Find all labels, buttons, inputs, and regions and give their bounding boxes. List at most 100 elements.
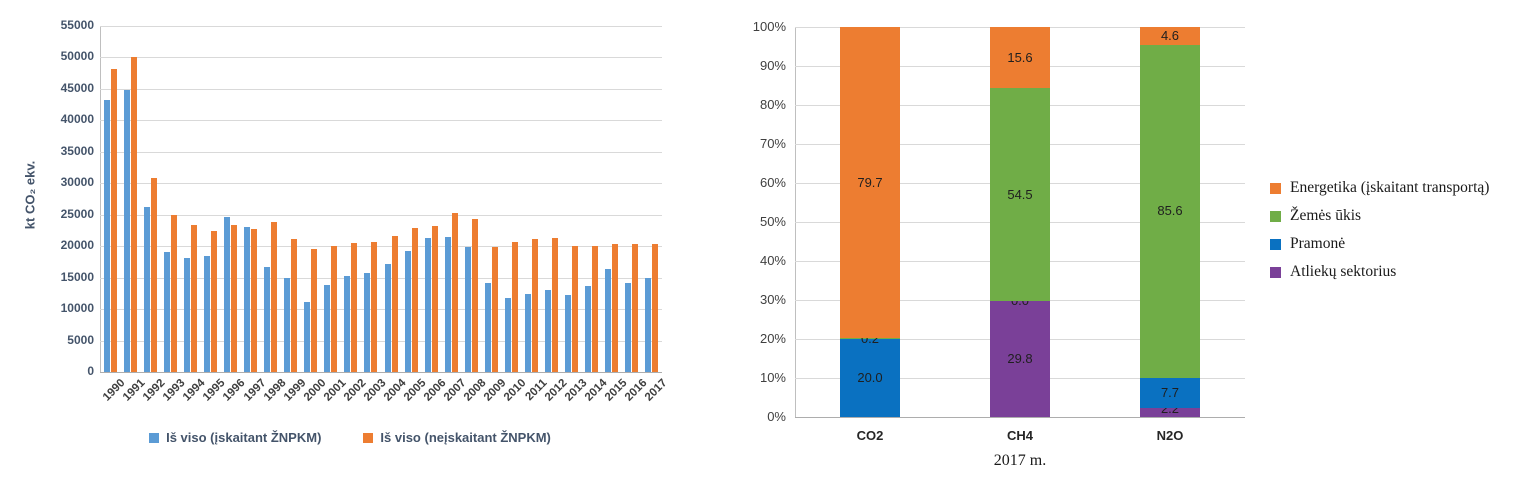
legend-swatch-icon <box>363 432 374 443</box>
y-tick-50%: 50% <box>759 214 786 229</box>
segment-label-CO2-Energetika (įskaitant transportą): 79.7 <box>857 174 883 190</box>
bar-2010-s0 <box>504 298 511 372</box>
bar-2008-s0 <box>464 246 471 372</box>
y-tick-100%: 100% <box>752 19 786 34</box>
segment-label-N2O-Žemės ūkis: 85.6 <box>1157 203 1183 219</box>
gridline-25000 <box>100 214 662 216</box>
gridline-20000 <box>100 246 662 248</box>
segment-CH4-Atliekų sektorius <box>990 300 1050 417</box>
y-tick-0%: 0% <box>767 409 786 424</box>
bar-2005-s1 <box>411 227 418 372</box>
category-label-N2O: N2O <box>1156 428 1184 443</box>
bar-2006-s0 <box>424 238 431 372</box>
y-tick-20000: 20000 <box>60 238 94 253</box>
bar-2017-s1 <box>652 243 659 372</box>
bar-2013-s1 <box>572 246 579 372</box>
sector-share-chart: 0.020.00.279.729.80.054.515.62.27.785.64… <box>700 0 1526 486</box>
y-tick-30000: 30000 <box>60 175 94 190</box>
bar-1996-s0 <box>223 217 230 372</box>
bar-2007-s0 <box>444 236 451 372</box>
bar-1991-s1 <box>130 56 137 372</box>
gridline-0 <box>100 372 662 373</box>
bar-1998-s1 <box>271 221 278 372</box>
y-tick-60%: 60% <box>759 175 786 190</box>
category-label-CH4: CH4 <box>1006 428 1033 443</box>
gridline-35000 <box>100 151 662 153</box>
bar-1993-s0 <box>163 252 170 372</box>
segment-label-CH4-Atliekų sektorius: 29.8 <box>1007 350 1033 366</box>
legend-label: Iš viso (įskaitant ŽNPKM) <box>166 430 322 445</box>
legend-item-1: Žemės ūkis <box>1270 207 1489 225</box>
y-tick-35000: 35000 <box>60 143 94 158</box>
y-tick-80%: 80% <box>759 97 786 112</box>
bar-2000-s1 <box>311 249 318 372</box>
segment-CO2-Žemės ūkis <box>840 338 900 339</box>
gridline-15000 <box>100 277 662 279</box>
left-y-axis-line <box>100 26 101 372</box>
legend-label: Energetika (įskaitant transportą) <box>1290 179 1490 196</box>
segment-label-CO2-Pramonė: 20.0 <box>857 370 883 385</box>
y-tick-50000: 50000 <box>60 49 94 64</box>
bar-2010-s1 <box>511 241 518 372</box>
bar-2017-s0 <box>645 277 652 372</box>
bar-2005-s0 <box>404 251 411 372</box>
bar-1994-s1 <box>190 225 197 372</box>
bar-2007-s1 <box>451 212 458 372</box>
y-tick-40000: 40000 <box>60 112 94 127</box>
segment-CH4-Žemės ūkis <box>990 88 1050 301</box>
left-legend: Iš viso (įskaitant ŽNPKM) Iš viso (neįska… <box>0 430 700 445</box>
bar-2016-s1 <box>632 244 639 372</box>
y-tick-25000: 25000 <box>60 206 94 221</box>
bar-2016-s0 <box>625 283 632 372</box>
bar-2012-s0 <box>545 290 552 372</box>
bar-1990-s1 <box>110 69 117 372</box>
y-tick-5000: 5000 <box>67 332 94 347</box>
bar-1994-s0 <box>183 257 190 372</box>
bar-2004-s1 <box>391 236 398 372</box>
legend-item-1: Iš viso (neįskaitant ŽNPKM) <box>363 430 551 445</box>
legend-swatch-icon <box>1270 266 1281 278</box>
bar-2014-s1 <box>592 246 599 372</box>
y-tick-20%: 20% <box>759 331 786 346</box>
gridline-0% <box>795 417 1245 418</box>
legend-swatch-icon <box>1270 210 1281 222</box>
bar-1993-s1 <box>170 215 177 372</box>
y-tick-30%: 30% <box>759 292 786 307</box>
bar-2002-s0 <box>344 275 351 372</box>
legend-label: Žemės ūkis <box>1290 207 1362 224</box>
left-plot-area <box>100 26 662 373</box>
gridline-45000 <box>100 88 662 90</box>
bar-2009-s1 <box>491 246 498 372</box>
segment-N2O-Energetika (įskaitant transportą) <box>1140 26 1200 45</box>
legend-swatch-icon <box>1270 238 1281 250</box>
bar-2014-s0 <box>585 286 592 372</box>
y-tick-70%: 70% <box>759 136 786 151</box>
bar-2011-s0 <box>525 294 531 372</box>
bar-2013-s0 <box>565 295 572 372</box>
gridline-30000 <box>100 183 662 185</box>
y-tick-0: 0 <box>87 364 94 378</box>
bar-2015-s1 <box>612 244 619 372</box>
legend-swatch-icon <box>1270 182 1281 194</box>
segment-label-N2O-Pramonė: 7.7 <box>1160 385 1180 401</box>
bar-2015-s0 <box>605 268 612 372</box>
gridline-50000 <box>100 57 662 59</box>
legend-label: Atliekų sektorius <box>1290 263 1397 280</box>
bar-2002-s1 <box>351 243 358 372</box>
segment-CO2-Energetika (įskaitant transportą) <box>840 27 900 339</box>
legend-item-0: Iš viso (įskaitant ŽNPKM) <box>149 430 321 445</box>
bar-1998-s0 <box>264 266 271 372</box>
legend-label: Pramonė <box>1290 235 1346 252</box>
bar-1997-s0 <box>244 227 250 372</box>
legend-swatch-icon <box>149 432 160 443</box>
gridline-5000 <box>100 340 662 342</box>
bar-2011-s1 <box>532 238 538 372</box>
segment-label-N2O-Energetika (įskaitant transportą): 4.6 <box>1160 27 1180 43</box>
legend-item-0: Energetika (įskaitant transportą) <box>1270 179 1489 197</box>
segment-N2O-Žemės ūkis <box>1140 44 1200 379</box>
bar-2000-s0 <box>304 302 311 372</box>
y-tick-10%: 10% <box>759 370 786 385</box>
bar-1997-s1 <box>251 228 257 372</box>
right-plot-area: 0.020.00.279.729.80.054.515.62.27.785.64… <box>795 26 1245 418</box>
right-legend: Energetika (įskaitant transportą) Žemės ū… <box>1270 179 1489 291</box>
